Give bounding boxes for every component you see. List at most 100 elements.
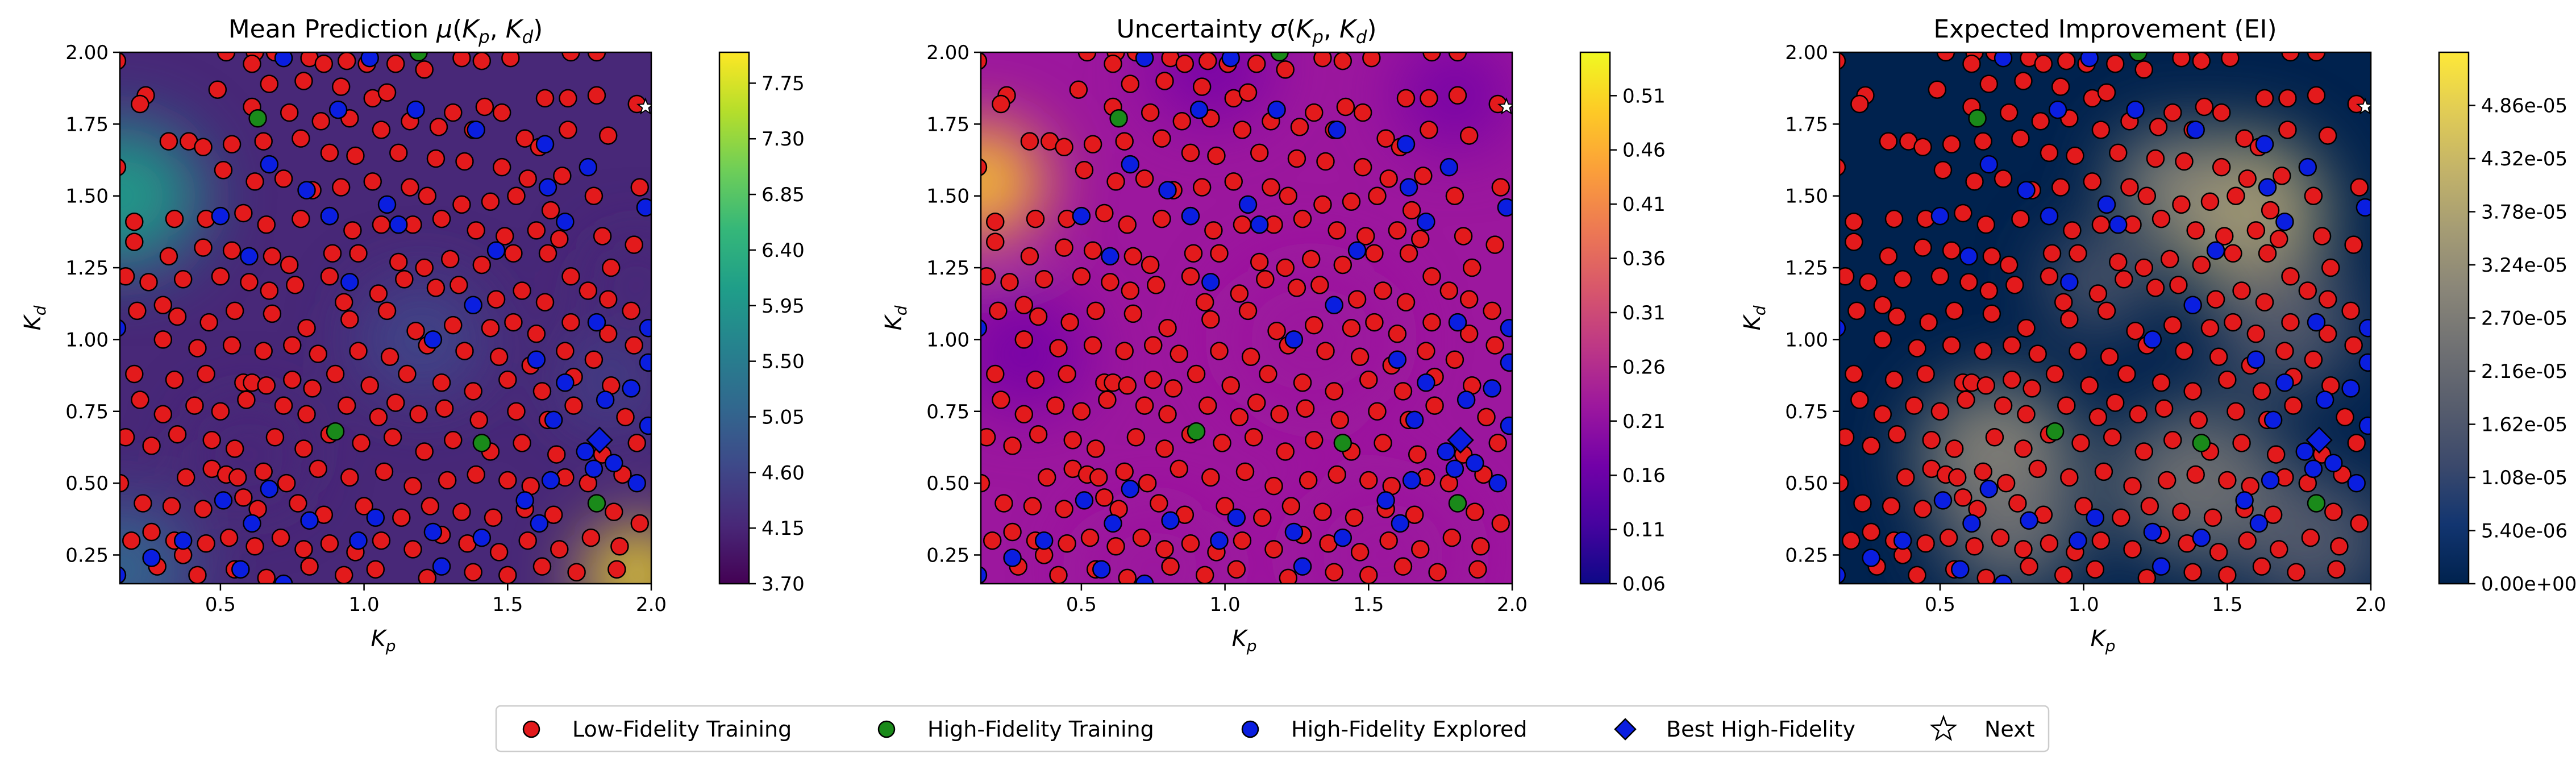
low-fidelity-point [2063, 221, 2082, 240]
low-fidelity-point [1305, 431, 1324, 450]
explored-point [1161, 511, 1180, 530]
explored-point [1104, 514, 1122, 533]
low-fidelity-point [1305, 103, 1324, 122]
explored-point [530, 514, 549, 533]
low-fidelity-point [1982, 247, 2001, 266]
low-fidelity-point [1393, 382, 1413, 401]
low-fidelity-point [369, 408, 388, 427]
colorbar-tick-label: 0.06 [1622, 573, 1666, 596]
low-fidelity-point [1887, 425, 1907, 444]
explored-point [1284, 330, 1304, 349]
low-fidelity-point [2327, 560, 2346, 579]
low-fidelity-point [452, 502, 471, 521]
y-tick-label: 1.50 [65, 185, 109, 208]
low-fidelity-point [1327, 221, 1346, 240]
low-fidelity-point [2034, 54, 2053, 73]
y-axis-label: Kd [881, 305, 910, 330]
low-fidelity-point [326, 364, 345, 384]
low-fidelity-point [409, 405, 428, 424]
low-fidelity-point [1485, 336, 1504, 355]
low-fidelity-point [2273, 167, 2291, 185]
low-fidelity-point [1132, 528, 1151, 547]
low-fidelity-point [1316, 342, 1335, 360]
low-fidelity-point [2252, 382, 2271, 401]
low-fidelity-point [139, 273, 158, 292]
low-fidelity-point [1313, 195, 1332, 214]
low-fidelity-point [1356, 227, 1375, 246]
low-fidelity-point [1428, 563, 1447, 582]
explored-point [340, 273, 359, 292]
x-tick-label: 0.5 [205, 593, 236, 616]
legend-entry: High-Fidelity Explored [1241, 717, 1528, 742]
low-fidelity-point [538, 244, 557, 263]
explored-point [406, 100, 425, 119]
low-fidelity-point [211, 402, 230, 421]
low-fidelity-point [173, 270, 193, 289]
low-fidelity-point [1264, 476, 1283, 496]
low-fidelity-point [1150, 494, 1168, 513]
explored-point [1840, 319, 1846, 337]
explored-point [2263, 410, 2283, 430]
x-tick-label: 0.5 [1066, 593, 1097, 616]
low-fidelity-point [2209, 543, 2228, 562]
low-fidelity-point [544, 505, 563, 524]
low-fidelity-point [1276, 258, 1295, 277]
low-fidelity-point [1293, 373, 1312, 392]
colorbar-tick-label: 2.16e-05 [2481, 360, 2567, 383]
low-fidelity-point [1345, 508, 1364, 527]
low-fidelity-point [254, 342, 273, 360]
low-fidelity-point [2301, 528, 2320, 547]
low-fidelity-point [1072, 267, 1091, 286]
low-fidelity-point [1095, 488, 1114, 507]
low-fidelity-point [1893, 270, 1912, 289]
low-fidelity-point [1916, 364, 1935, 384]
explored-point [1962, 514, 1981, 533]
explored-point [1483, 379, 1501, 398]
low-fidelity-point [550, 230, 569, 248]
low-fidelity-point [2011, 129, 2030, 148]
low-fidelity-point [372, 215, 391, 234]
low-fidelity-point [435, 399, 454, 418]
y-axis-label: Kd [20, 305, 49, 330]
low-fidelity-point [120, 267, 135, 286]
low-fidelity-point [2017, 318, 2036, 338]
low-fidelity-point [1445, 350, 1464, 369]
low-fidelity-point [2091, 215, 2111, 234]
low-fidelity-point [513, 434, 531, 452]
explored-point [2080, 52, 2099, 68]
low-fidelity-point [2091, 120, 2111, 139]
low-fidelity-point [1256, 270, 1275, 289]
explored-point [1388, 350, 1407, 369]
low-fidelity-point [1095, 203, 1114, 223]
low-fidelity-point [1046, 396, 1065, 415]
x-tick-label: 1.0 [349, 593, 380, 616]
low-fidelity-point [1262, 178, 1280, 197]
explored-point [2108, 215, 2128, 234]
low-fidelity-point [1365, 244, 1384, 263]
explored-point [584, 459, 604, 479]
explored-point [1417, 373, 1435, 392]
low-fidelity-point [1281, 497, 1301, 516]
low-fidelity-point [418, 186, 437, 205]
low-fidelity-point [1238, 83, 1258, 102]
low-fidelity-point [369, 284, 388, 303]
explored-point [2246, 350, 2266, 369]
low-fidelity-point [1879, 132, 1898, 151]
low-fidelity-point [1362, 52, 1381, 68]
low-fidelity-point [504, 313, 523, 332]
low-fidelity-point [981, 158, 988, 176]
y-tick-label: 1.25 [1785, 257, 1828, 280]
low-fidelity-point [294, 439, 313, 458]
low-fidelity-point [601, 258, 621, 277]
low-fidelity-point [1353, 103, 1372, 122]
low-fidelity-point [2344, 336, 2363, 355]
low-fidelity-point [1313, 52, 1332, 68]
low-fidelity-point [1055, 238, 1073, 257]
explored-point [300, 511, 319, 530]
low-fidelity-point [501, 52, 520, 68]
explored-point [2295, 442, 2315, 461]
low-fidelity-point [1014, 405, 1034, 424]
low-fidelity-point [292, 209, 310, 228]
low-fidelity-point [1118, 215, 1137, 234]
explored-point [1497, 198, 1512, 217]
